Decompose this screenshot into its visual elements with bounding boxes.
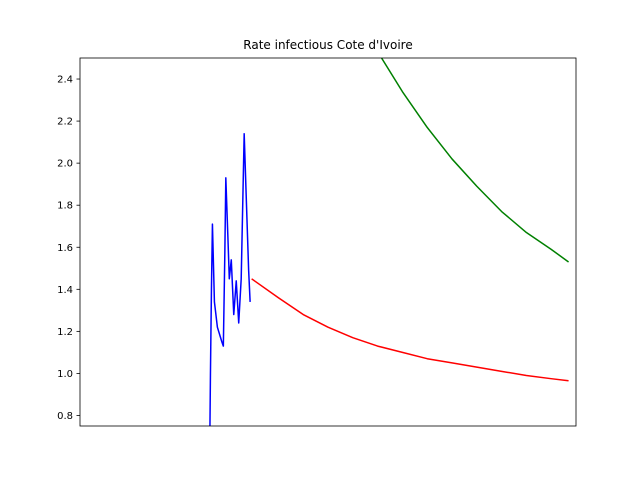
series-line-3 bbox=[380, 58, 570, 263]
y-tick-label: 1.2 bbox=[57, 327, 73, 338]
y-tick-label: 0.8 bbox=[57, 411, 73, 422]
y-tick-label: 1.4 bbox=[57, 285, 73, 296]
series-line-1 bbox=[209, 132, 251, 426]
y-tick-label: 2.2 bbox=[57, 117, 73, 128]
y-tick-label: 1.0 bbox=[57, 369, 73, 380]
y-tick-label: 2.0 bbox=[57, 159, 73, 170]
plot-frame bbox=[79, 57, 577, 427]
series-layer bbox=[209, 58, 570, 426]
series-line-2 bbox=[251, 278, 569, 382]
y-axis: 0.8 1.0 1.2 1.4 1.6 1.8 2.0 2.2 2.4 bbox=[57, 75, 80, 422]
plot-area bbox=[79, 57, 577, 427]
y-tick-label: 1.6 bbox=[57, 243, 73, 254]
chart-title: Rate infectious Cote d'Ivoire bbox=[243, 38, 412, 52]
y-tick-label: 2.4 bbox=[57, 75, 73, 86]
y-tick-label: 1.8 bbox=[57, 201, 73, 212]
